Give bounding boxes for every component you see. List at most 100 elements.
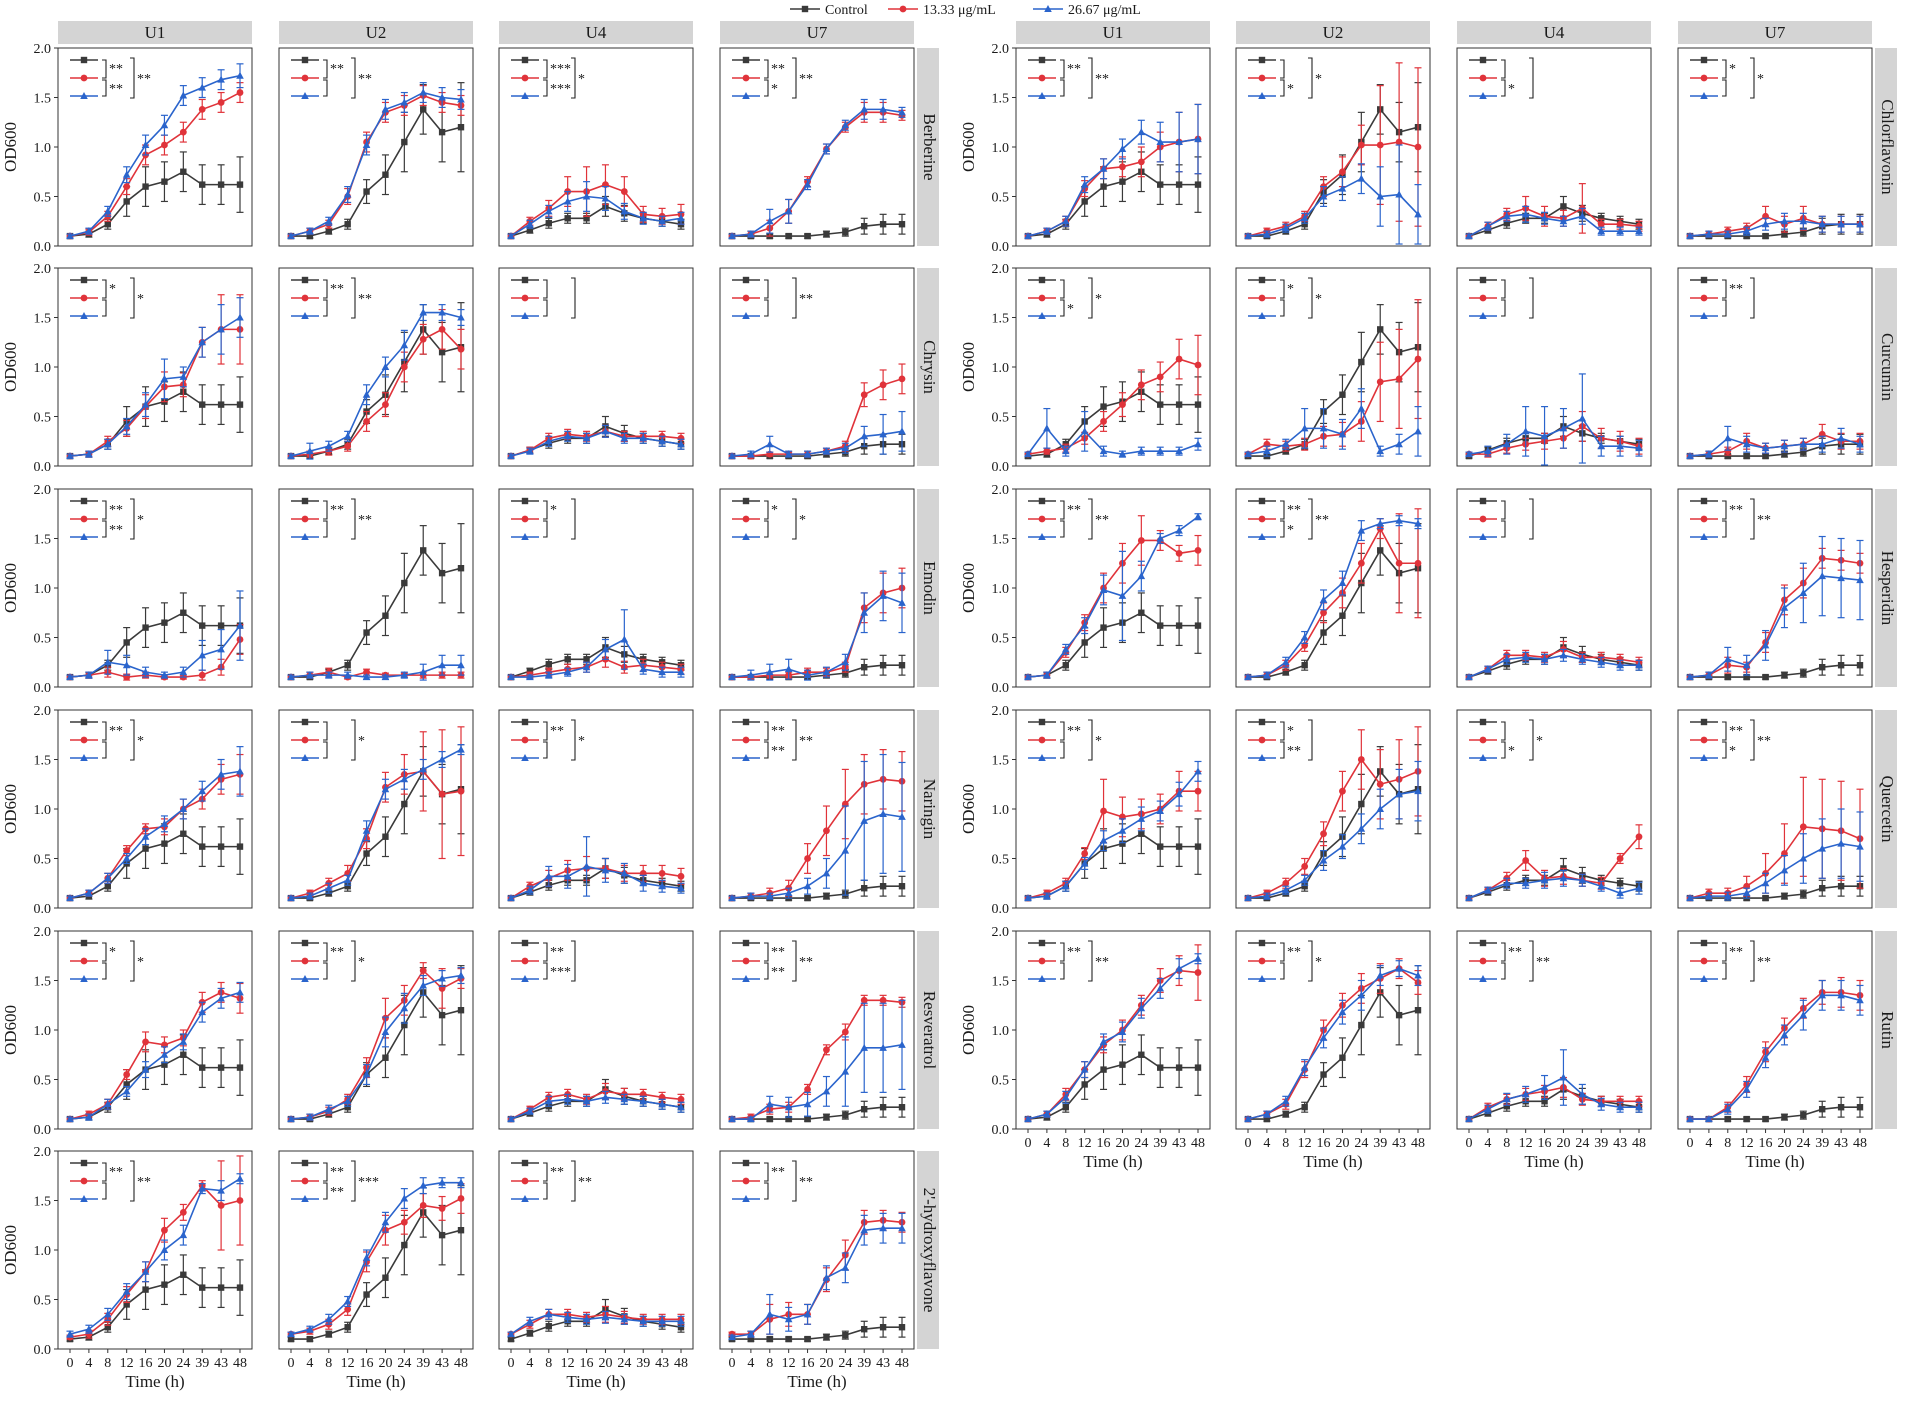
data-point bbox=[526, 667, 534, 675]
data-point bbox=[1799, 440, 1808, 448]
data-point bbox=[526, 226, 534, 234]
data-point bbox=[1743, 452, 1750, 460]
series-line bbox=[731, 778, 903, 899]
series-line bbox=[290, 748, 462, 899]
data-point bbox=[382, 612, 389, 619]
series-line bbox=[1248, 548, 1419, 678]
x-axis-title: Time (h) bbox=[1745, 1152, 1804, 1171]
data-point bbox=[217, 622, 225, 629]
series-line bbox=[1247, 358, 1419, 455]
data-point bbox=[122, 854, 131, 862]
series-high-dose bbox=[507, 424, 685, 460]
series-line bbox=[291, 327, 462, 457]
data-point bbox=[141, 1065, 150, 1073]
sig-bracket-low bbox=[102, 1162, 107, 1182]
sig-bracket-outer bbox=[792, 1160, 797, 1202]
y-tick-label: 0.0 bbox=[34, 240, 52, 255]
data-point bbox=[823, 1113, 830, 1121]
data-point bbox=[898, 221, 906, 228]
data-point bbox=[1635, 222, 1643, 230]
data-point bbox=[582, 663, 591, 671]
data-point bbox=[457, 971, 465, 979]
sig-bracket-low bbox=[1060, 279, 1065, 299]
data-point bbox=[381, 1027, 390, 1035]
series-line bbox=[291, 107, 462, 237]
data-point bbox=[198, 105, 206, 113]
data-point bbox=[1559, 424, 1568, 432]
data-point bbox=[898, 375, 906, 383]
data-point bbox=[544, 1097, 553, 1105]
sig-label-high: ** bbox=[330, 1185, 344, 1200]
series-line bbox=[1247, 526, 1418, 678]
sig-label-low: ** bbox=[1067, 62, 1081, 77]
strain-strip bbox=[1016, 21, 1210, 44]
key-marker bbox=[742, 975, 750, 982]
series-line bbox=[69, 625, 241, 678]
data-point bbox=[563, 197, 572, 205]
data-point bbox=[544, 1310, 553, 1318]
key-marker bbox=[1479, 92, 1487, 99]
key-marker bbox=[80, 957, 88, 965]
data-point bbox=[1319, 424, 1328, 432]
sig-bracket-outer bbox=[1088, 277, 1093, 319]
data-point bbox=[179, 1208, 187, 1216]
data-point bbox=[287, 1115, 295, 1123]
x-tick-label: 12 bbox=[120, 1356, 134, 1371]
key-marker bbox=[521, 939, 529, 947]
data-point bbox=[1300, 214, 1309, 222]
x-tick-label: 43 bbox=[435, 1356, 449, 1371]
data-point bbox=[1301, 221, 1308, 228]
data-point bbox=[1616, 442, 1624, 450]
data-point bbox=[457, 1007, 465, 1014]
sig-bracket-high bbox=[323, 741, 328, 759]
series-line bbox=[510, 195, 682, 237]
key-marker bbox=[521, 276, 529, 284]
key-marker bbox=[1038, 276, 1046, 284]
data-point bbox=[324, 671, 333, 679]
data-point bbox=[457, 1195, 465, 1202]
series-line bbox=[510, 1090, 682, 1120]
series-line bbox=[69, 1273, 240, 1340]
sig-label-low: ** bbox=[330, 945, 344, 960]
data-point bbox=[822, 447, 831, 455]
data-point bbox=[823, 892, 830, 900]
data-point bbox=[1616, 220, 1624, 228]
series-line bbox=[69, 74, 241, 237]
data-point bbox=[601, 1313, 610, 1321]
data-point bbox=[507, 452, 515, 460]
key-marker bbox=[301, 276, 309, 284]
data-point bbox=[1194, 440, 1202, 448]
sig-bracket-high bbox=[323, 79, 328, 97]
series-control bbox=[728, 213, 906, 240]
data-point bbox=[803, 671, 812, 679]
sig-label-outer: * bbox=[1095, 292, 1102, 307]
series-line bbox=[732, 587, 903, 678]
panel-curcumin-u1: 0.00.51.01.52.0** bbox=[992, 262, 1211, 475]
data-point bbox=[601, 427, 610, 435]
legend-label: Control bbox=[825, 3, 868, 18]
panel-berberine-u4: ******* bbox=[498, 47, 694, 247]
data-point bbox=[879, 1043, 887, 1051]
data-point bbox=[1376, 141, 1384, 149]
compound-strip bbox=[1875, 931, 1897, 1129]
sig-label-high: * bbox=[1287, 82, 1294, 97]
sig-label-low: ** bbox=[109, 62, 123, 77]
data-point bbox=[122, 1287, 131, 1295]
data-point bbox=[747, 1335, 755, 1343]
strain-strip-label: U7 bbox=[1765, 23, 1786, 42]
data-point bbox=[306, 1325, 314, 1333]
y-axis-title: OD600 bbox=[959, 563, 978, 613]
sig-label-low: ** bbox=[771, 945, 785, 960]
plot-frame bbox=[57, 488, 253, 688]
y-tick-label: 1.0 bbox=[34, 141, 52, 156]
data-point bbox=[1762, 452, 1769, 460]
sig-bracket-high bbox=[543, 741, 548, 759]
data-point bbox=[861, 1106, 868, 1113]
sig-bracket-outer bbox=[792, 498, 797, 540]
data-point bbox=[842, 1111, 849, 1119]
sig-label-low: ** bbox=[771, 62, 785, 77]
data-point bbox=[85, 1330, 93, 1338]
data-point bbox=[438, 1011, 446, 1019]
x-tick-label: 39 bbox=[416, 1356, 430, 1371]
sig-label-low: ** bbox=[771, 1165, 785, 1180]
